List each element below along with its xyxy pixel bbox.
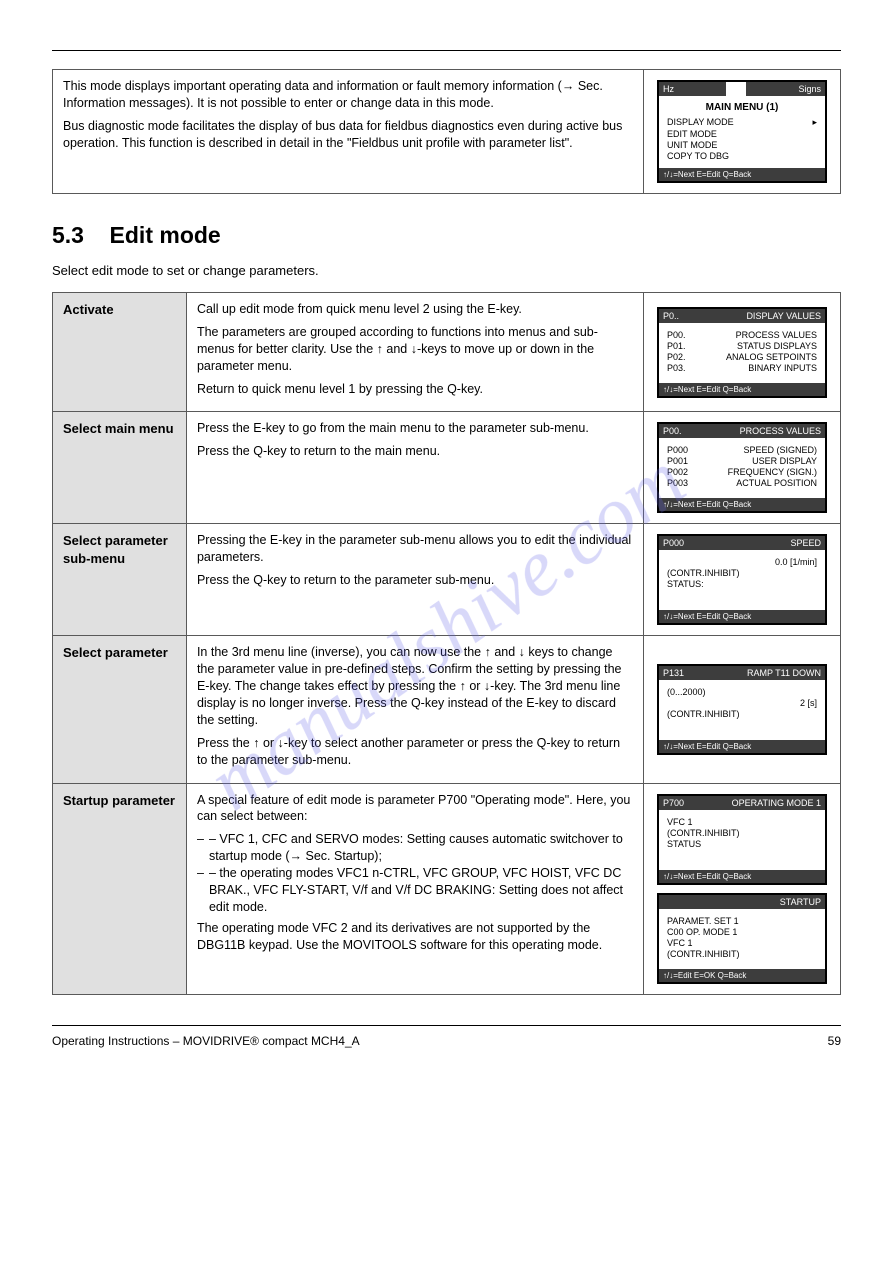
mini-screen: P000SPEED 0.0 [1/min] (CONTR.INHIBIT) ST… (657, 534, 827, 625)
edit-mode-table: Activate Call up edit mode from quick me… (52, 292, 841, 995)
row-label-cell: Activate (53, 293, 187, 412)
mini-screen: P0..DISPLAY VALUES P00.PROCESS VALUES P0… (657, 307, 827, 398)
mini-hdr-gap (726, 82, 746, 96)
mini-header: P00.PROCESS VALUES (659, 424, 825, 438)
row-label: Startup parameter (63, 793, 175, 808)
row-label: Select parameter (63, 645, 168, 660)
section-title-text: Edit mode (110, 222, 221, 248)
mini-item: DISPLAY MODE▸ (667, 117, 817, 128)
mini-body: VFC 1 (CONTR.INHIBIT) STATUS (659, 810, 825, 870)
row-text: In the 3rd menu line (inverse), you can … (197, 644, 633, 728)
section-heading: 5.3 Edit mode (52, 222, 841, 249)
row-label-cell: Startup parameter (53, 783, 187, 994)
intro-table: This mode displays important operating d… (52, 69, 841, 194)
mini-hdr-left: Hz (659, 82, 678, 96)
row-label: Select main menu (63, 421, 174, 436)
row-text: Press the ↑ or ↓-key to select another p… (197, 735, 633, 769)
row-mini-cell: P00.PROCESS VALUES P000SPEED (SIGNED) P0… (643, 412, 840, 524)
section-number: 5.3 (52, 222, 84, 248)
intro-p1: This mode displays important operating d… (63, 78, 633, 112)
footer-right: 59 (828, 1034, 841, 1048)
mini-header: P131RAMP T11 DOWN (659, 666, 825, 680)
row-text: Return to quick menu level 1 by pressing… (197, 381, 633, 398)
header-rule (52, 50, 841, 51)
mini-screen: P00.PROCESS VALUES P000SPEED (SIGNED) P0… (657, 422, 827, 513)
mini-header: P000SPEED (659, 536, 825, 550)
row-text: Press the Q-key to return to the paramet… (197, 572, 633, 589)
table-row: Select main menu Press the E-key to go f… (53, 412, 841, 524)
row-label-cell: Select main menu (53, 412, 187, 524)
table-row: Startup parameter A special feature of e… (53, 783, 841, 994)
section-subtitle: Select edit mode to set or change parame… (52, 263, 841, 278)
intro-text-cell: This mode displays important operating d… (53, 70, 644, 194)
intro-p2: Bus diagnostic mode facilitates the disp… (63, 118, 633, 152)
row-mini-cell: P000SPEED 0.0 [1/min] (CONTR.INHIBIT) ST… (643, 524, 840, 636)
row-text-li: – VFC 1, CFC and SERVO modes: Setting ca… (197, 831, 633, 865)
row-text: Pressing the E-key in the parameter sub-… (197, 532, 633, 566)
mini-footer: ↑/↓=Next E=Edit Q=Back (659, 168, 825, 181)
mini-footer: ↑/↓=Edit E=OK Q=Back (659, 969, 825, 982)
mini-body: MAIN MENU (1) DISPLAY MODE▸ EDIT MODE UN… (659, 96, 825, 168)
mini-header: Hz Signs (659, 82, 825, 96)
row-mini-cell: P131RAMP T11 DOWN (0...2000) 2 [s] (CONT… (643, 636, 840, 783)
mini-item: EDIT MODE (667, 129, 817, 139)
row-text-cell: Press the E-key to go from the main menu… (186, 412, 643, 524)
mini-screen: P131RAMP T11 DOWN (0...2000) 2 [s] (CONT… (657, 664, 827, 755)
page-footer: Operating Instructions – MOVIDRIVE® comp… (52, 1025, 841, 1048)
table-row: Select parameter In the 3rd menu line (i… (53, 636, 841, 783)
footer-left: Operating Instructions – MOVIDRIVE® comp… (52, 1034, 360, 1048)
mini-footer: ↑/↓=Next E=Edit Q=Back (659, 740, 825, 753)
row-text-li: – the operating modes VFC1 n-CTRL, VFC G… (197, 865, 633, 916)
row-text: The operating mode VFC 2 and its derivat… (197, 920, 633, 954)
mini-screen: P700OPERATING MODE 1 VFC 1 (CONTR.INHIBI… (657, 794, 827, 885)
mini-header: P0..DISPLAY VALUES (659, 309, 825, 323)
mini-body: (0...2000) 2 [s] (CONTR.INHIBIT) (659, 680, 825, 740)
mini-body: 0.0 [1/min] (CONTR.INHIBIT) STATUS: (659, 550, 825, 610)
row-text-cell: In the 3rd menu line (inverse), you can … (186, 636, 643, 783)
mini-footer: ↑/↓=Next E=Edit Q=Back (659, 870, 825, 883)
table-row: Select parameter sub-menu Pressing the E… (53, 524, 841, 636)
row-text-cell: A special feature of edit mode is parame… (186, 783, 643, 994)
mini-screen-intro: Hz Signs MAIN MENU (1) DISPLAY MODE▸ EDI… (657, 80, 827, 183)
mini-body: P000SPEED (SIGNED) P001USER DISPLAY P002… (659, 438, 825, 498)
intro-mini-cell: Hz Signs MAIN MENU (1) DISPLAY MODE▸ EDI… (644, 70, 841, 194)
table-row: Activate Call up edit mode from quick me… (53, 293, 841, 412)
mini-body: PARAMET. SET 1 C00 OP. MODE 1 VFC 1 (CON… (659, 909, 825, 969)
row-mini-cell: P700OPERATING MODE 1 VFC 1 (CONTR.INHIBI… (643, 783, 840, 994)
mini-hdr-right: Signs (794, 82, 825, 96)
mini-body: P00.PROCESS VALUES P01.STATUS DISPLAYS P… (659, 323, 825, 383)
mini-item: COPY TO DBG (667, 151, 817, 161)
mini-header: P700OPERATING MODE 1 (659, 796, 825, 810)
row-label: Activate (63, 302, 114, 317)
row-text: A special feature of edit mode is parame… (197, 792, 633, 826)
row-label-cell: Select parameter sub-menu (53, 524, 187, 636)
row-text: The parameters are grouped according to … (197, 324, 633, 375)
row-text: Press the Q-key to return to the main me… (197, 443, 633, 460)
row-text-cell: Pressing the E-key in the parameter sub-… (186, 524, 643, 636)
row-text-cell: Call up edit mode from quick menu level … (186, 293, 643, 412)
mini-footer: ↑/↓=Next E=Edit Q=Back (659, 383, 825, 396)
row-mini-cell: P0..DISPLAY VALUES P00.PROCESS VALUES P0… (643, 293, 840, 412)
mini-footer: ↑/↓=Next E=Edit Q=Back (659, 498, 825, 511)
row-label-cell: Select parameter (53, 636, 187, 783)
mini-screen: STARTUP PARAMET. SET 1 C00 OP. MODE 1 VF… (657, 893, 827, 984)
row-text: Call up edit mode from quick menu level … (197, 301, 633, 318)
mini-title: MAIN MENU (1) (667, 102, 817, 113)
mini-header: STARTUP (659, 895, 825, 909)
mini-footer: ↑/↓=Next E=Edit Q=Back (659, 610, 825, 623)
row-label: Select parameter sub-menu (63, 533, 168, 566)
row-text: Press the E-key to go from the main menu… (197, 420, 633, 437)
mini-item: UNIT MODE (667, 140, 817, 150)
